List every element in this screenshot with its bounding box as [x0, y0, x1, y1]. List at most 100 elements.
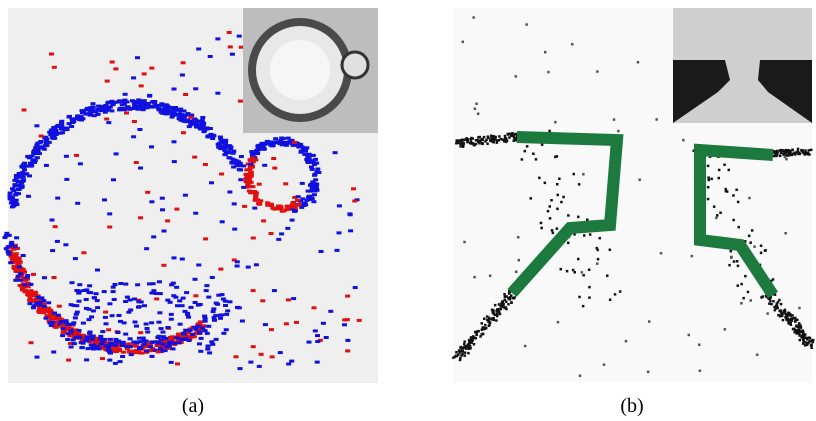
- dot: [50, 249, 55, 252]
- dot: [772, 278, 775, 281]
- dot: [521, 158, 524, 161]
- dot: [574, 271, 577, 274]
- dot: [567, 214, 570, 217]
- dot: [799, 339, 802, 342]
- dot: [312, 163, 317, 166]
- dot: [174, 109, 179, 112]
- dot: [249, 181, 254, 184]
- dot: [55, 240, 60, 243]
- dot: [114, 341, 119, 344]
- dot: [178, 323, 183, 326]
- dot: [188, 116, 193, 119]
- dot: [123, 300, 128, 303]
- dot: [87, 318, 92, 321]
- dot: [582, 274, 585, 277]
- dot: [810, 343, 813, 346]
- dot: [113, 283, 118, 286]
- dot: [740, 302, 743, 305]
- dot: [273, 208, 278, 211]
- dot: [149, 145, 154, 148]
- dot: [108, 338, 113, 341]
- dot: [26, 195, 31, 198]
- dot: [779, 155, 782, 158]
- caption: (b): [620, 395, 643, 417]
- dot: [804, 337, 807, 340]
- dot: [180, 258, 185, 261]
- dot: [78, 162, 83, 165]
- dot: [180, 74, 185, 77]
- dot: [785, 158, 788, 161]
- dot: [206, 325, 211, 328]
- dot: [223, 149, 228, 152]
- dot: [218, 146, 223, 149]
- dot: [90, 338, 95, 341]
- dot: [64, 178, 69, 181]
- dot: [198, 350, 203, 353]
- dot: [169, 318, 174, 321]
- dot: [278, 205, 283, 208]
- dot: [510, 301, 512, 304]
- dot: [150, 355, 155, 358]
- dot: [160, 208, 165, 211]
- dot: [638, 179, 641, 182]
- dot: [491, 309, 494, 312]
- dot: [91, 335, 96, 338]
- dot: [212, 319, 217, 322]
- dot: [328, 310, 333, 313]
- dot: [44, 317, 49, 320]
- dot: [572, 269, 575, 272]
- dot: [475, 103, 478, 106]
- dot: [117, 108, 122, 111]
- dot: [291, 201, 296, 204]
- dot: [193, 278, 198, 281]
- dot: [17, 172, 22, 175]
- dot: [804, 149, 807, 152]
- dot: [185, 313, 190, 316]
- dot: [31, 306, 36, 309]
- dot: [18, 279, 23, 282]
- dot: [181, 297, 186, 300]
- dot: [279, 232, 284, 235]
- dot: [511, 132, 514, 135]
- dot: [732, 219, 735, 222]
- dot: [128, 345, 133, 348]
- dot: [76, 335, 81, 338]
- dot: [660, 252, 663, 255]
- dot: [500, 303, 503, 306]
- dot: [494, 136, 497, 139]
- dot: [41, 311, 46, 314]
- dot: [75, 114, 80, 117]
- dot: [554, 121, 557, 124]
- dot: [496, 315, 499, 318]
- dot: [313, 158, 318, 161]
- dot: [14, 236, 19, 239]
- dot: [252, 207, 257, 210]
- dot: [538, 177, 541, 180]
- dot: [770, 303, 773, 306]
- dot: [760, 252, 763, 255]
- dot: [248, 361, 253, 364]
- dot: [132, 120, 137, 123]
- dot: [171, 347, 176, 350]
- dot: [496, 308, 499, 311]
- dot: [105, 80, 110, 83]
- dot: [111, 178, 116, 181]
- dot: [617, 130, 620, 133]
- dot: [801, 335, 804, 338]
- dot: [45, 314, 50, 317]
- dot: [22, 283, 27, 286]
- dot: [224, 328, 229, 331]
- dot: [136, 300, 141, 303]
- dot: [231, 152, 236, 155]
- dot: [14, 203, 19, 206]
- dot: [588, 269, 591, 272]
- dot: [804, 153, 807, 156]
- dot: [725, 190, 728, 193]
- dot: [707, 186, 710, 189]
- dot: [719, 212, 722, 215]
- dot: [655, 118, 658, 121]
- dot: [738, 226, 741, 229]
- dot: [583, 234, 586, 237]
- dot: [481, 143, 484, 146]
- dot: [218, 137, 223, 140]
